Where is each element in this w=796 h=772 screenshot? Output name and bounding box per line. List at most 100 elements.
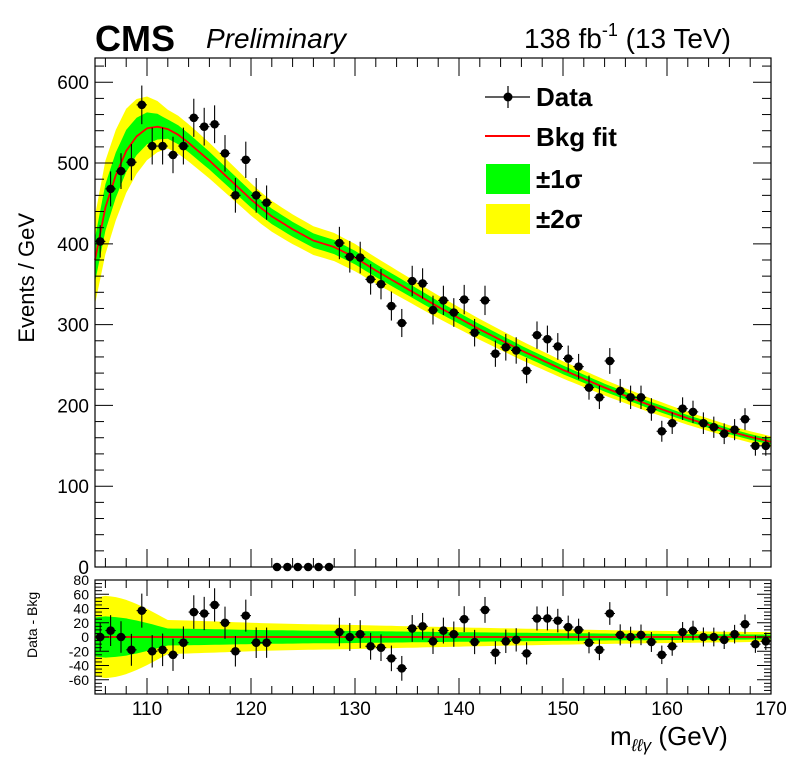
ratio-data-point <box>635 624 647 646</box>
data-point <box>490 340 501 367</box>
ratio-data-marker <box>553 616 563 625</box>
data-point-marker <box>522 366 531 375</box>
ratio-x-axis: 110 120 130 140 150 160 170 <box>104 580 787 720</box>
data-point <box>344 240 355 273</box>
data-point <box>667 412 678 434</box>
ratio-data-marker <box>345 632 355 642</box>
data-point <box>760 435 771 456</box>
data-point <box>729 419 740 441</box>
data-point-marker <box>210 119 219 129</box>
legend: Data Bkg fit ±1σ ±2σ <box>485 82 617 234</box>
data-point <box>615 378 626 403</box>
ratio-data-marker <box>699 632 708 642</box>
ratio-data-point <box>417 612 428 640</box>
ratio-y-tick-label: -60 <box>69 672 89 688</box>
data-point-marker <box>231 191 240 200</box>
ratio-data-point <box>115 621 127 653</box>
data-point-marker <box>730 425 739 434</box>
ratio-data-point <box>646 632 657 652</box>
data-point <box>552 333 563 360</box>
ratio-data-marker <box>418 622 427 631</box>
data-point-marker <box>439 296 448 305</box>
data-point-marker <box>480 296 490 305</box>
ratio-data-point <box>136 593 147 628</box>
data-point-marker <box>220 149 230 158</box>
bkg-fit-curve <box>94 125 772 443</box>
data-point-marker <box>751 441 760 451</box>
data-point-marker <box>709 422 719 432</box>
bkg-fit-line <box>94 125 772 443</box>
data-point-marker <box>179 141 188 151</box>
ratio-y-axis-label: Data - Bkg <box>24 592 40 658</box>
data-point <box>708 416 719 438</box>
preliminary-label: Preliminary <box>206 23 348 54</box>
data-point <box>469 318 480 347</box>
ratio-data-marker <box>376 643 386 652</box>
ratio-data-point <box>427 628 439 654</box>
ratio-data-point <box>157 633 168 667</box>
ratio-data-point <box>760 632 771 651</box>
ratio-data-marker <box>470 637 479 647</box>
ratio-data-point <box>625 626 636 648</box>
ratio-data-point <box>334 617 345 647</box>
data-point-marker <box>605 356 615 366</box>
ratio-data-point <box>729 624 740 644</box>
legend-data-marker <box>485 86 530 108</box>
data-point-marker <box>688 407 698 417</box>
ratio-data-point <box>750 635 761 653</box>
data-point-marker <box>636 393 646 402</box>
ratio-data-marker <box>688 626 698 635</box>
ratio-data-marker <box>106 626 115 635</box>
data-point <box>355 241 366 274</box>
legend-1sigma-label: ±1σ <box>536 164 583 194</box>
ratio-data-marker <box>428 636 438 646</box>
data-point-marker <box>699 418 708 428</box>
ratio-data-marker <box>636 630 646 640</box>
data-point-marker <box>397 318 407 328</box>
ratio-data-point <box>511 628 522 652</box>
y-tick-label: 0 <box>78 558 89 579</box>
data-point-marker <box>345 252 355 262</box>
ratio-data-point <box>739 614 751 634</box>
data-point <box>625 385 636 410</box>
ratio-data-marker <box>137 606 147 615</box>
main-plot-panel: 0 100 200 300 400 500 600 <box>57 57 772 579</box>
ratio-data-point <box>344 623 355 651</box>
y-tick-label: 100 <box>57 477 89 498</box>
ratio-data-point <box>656 645 667 665</box>
ratio-data-marker <box>709 632 719 642</box>
data-point <box>251 178 262 213</box>
ratio-data-point <box>438 617 449 644</box>
x-tick-label: 110 <box>132 699 162 720</box>
data-point-marker <box>449 308 459 317</box>
ratio-data-marker <box>116 632 126 642</box>
y-tick-label: 300 <box>57 316 89 337</box>
data-point-marker <box>511 346 521 355</box>
legend-data-label: Data <box>536 82 593 112</box>
legend-bkg-fit-label: Bkg fit <box>536 122 617 152</box>
data-point-marker <box>387 301 396 311</box>
ratio-data-point <box>105 615 116 647</box>
ratio-data-point <box>563 615 574 639</box>
data-point-marker <box>376 279 386 289</box>
ratio-data-marker <box>262 638 271 647</box>
data-point <box>157 127 168 165</box>
data-point-marker <box>719 429 729 438</box>
data-point-marker <box>532 330 542 340</box>
data-point <box>334 226 345 260</box>
data-point <box>167 136 179 174</box>
ratio-data-point <box>469 629 480 655</box>
ratio-data-point <box>573 618 584 642</box>
ratio-data-point <box>490 641 501 665</box>
data-point-marker <box>470 328 479 337</box>
data-point-marker <box>615 386 625 396</box>
ratio-data-point <box>448 621 459 647</box>
ratio-y-tick-label: -40 <box>69 658 89 674</box>
ratio-data-marker <box>595 645 604 655</box>
ratio-data-points <box>95 588 771 681</box>
y-tick-label: 400 <box>57 235 89 256</box>
data-point-marker <box>501 342 511 352</box>
data-point <box>719 423 730 445</box>
data-point-marker <box>106 184 115 194</box>
x-tick-label: 170 <box>755 699 787 720</box>
